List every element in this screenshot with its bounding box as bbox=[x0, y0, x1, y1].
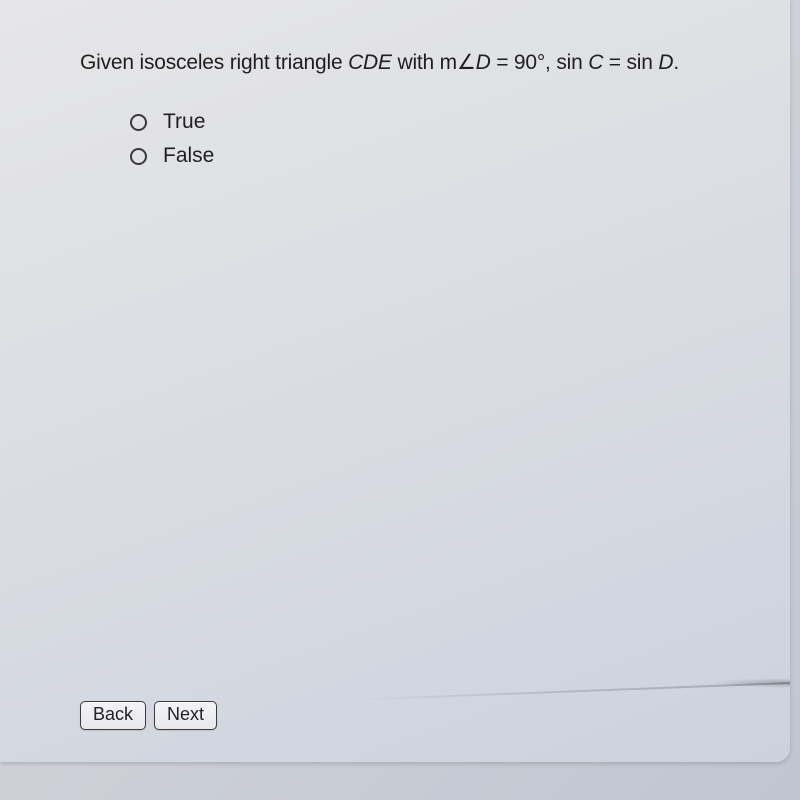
back-button[interactable]: Back bbox=[80, 701, 146, 730]
option-true[interactable]: True bbox=[130, 110, 730, 134]
screen-crease-artifact bbox=[350, 682, 790, 701]
screen-crease-artifact-2 bbox=[710, 678, 790, 688]
angle-var: D bbox=[476, 51, 491, 74]
question-varC: C bbox=[588, 51, 603, 74]
question-mid2: = 90°, sin bbox=[491, 51, 589, 74]
question-prefix: Given isosceles right triangle bbox=[80, 51, 348, 74]
nav-button-row: Back Next bbox=[80, 701, 217, 730]
angle-symbol: ∠ bbox=[457, 51, 476, 74]
question-text: Given isosceles right triangle CDE with … bbox=[80, 50, 730, 76]
radio-icon bbox=[130, 114, 147, 131]
option-false[interactable]: False bbox=[130, 144, 730, 168]
question-varD: D bbox=[658, 51, 673, 74]
radio-icon bbox=[130, 148, 147, 165]
option-label: False bbox=[163, 144, 214, 168]
options-group: True False bbox=[130, 110, 730, 168]
question-mid1: with m bbox=[392, 51, 457, 74]
question-panel: Given isosceles right triangle CDE with … bbox=[0, 0, 790, 762]
question-triangle: CDE bbox=[348, 51, 392, 74]
next-button[interactable]: Next bbox=[154, 701, 217, 730]
question-mid3: = sin bbox=[603, 51, 658, 74]
question-suffix: . bbox=[673, 51, 679, 74]
option-label: True bbox=[163, 110, 205, 134]
